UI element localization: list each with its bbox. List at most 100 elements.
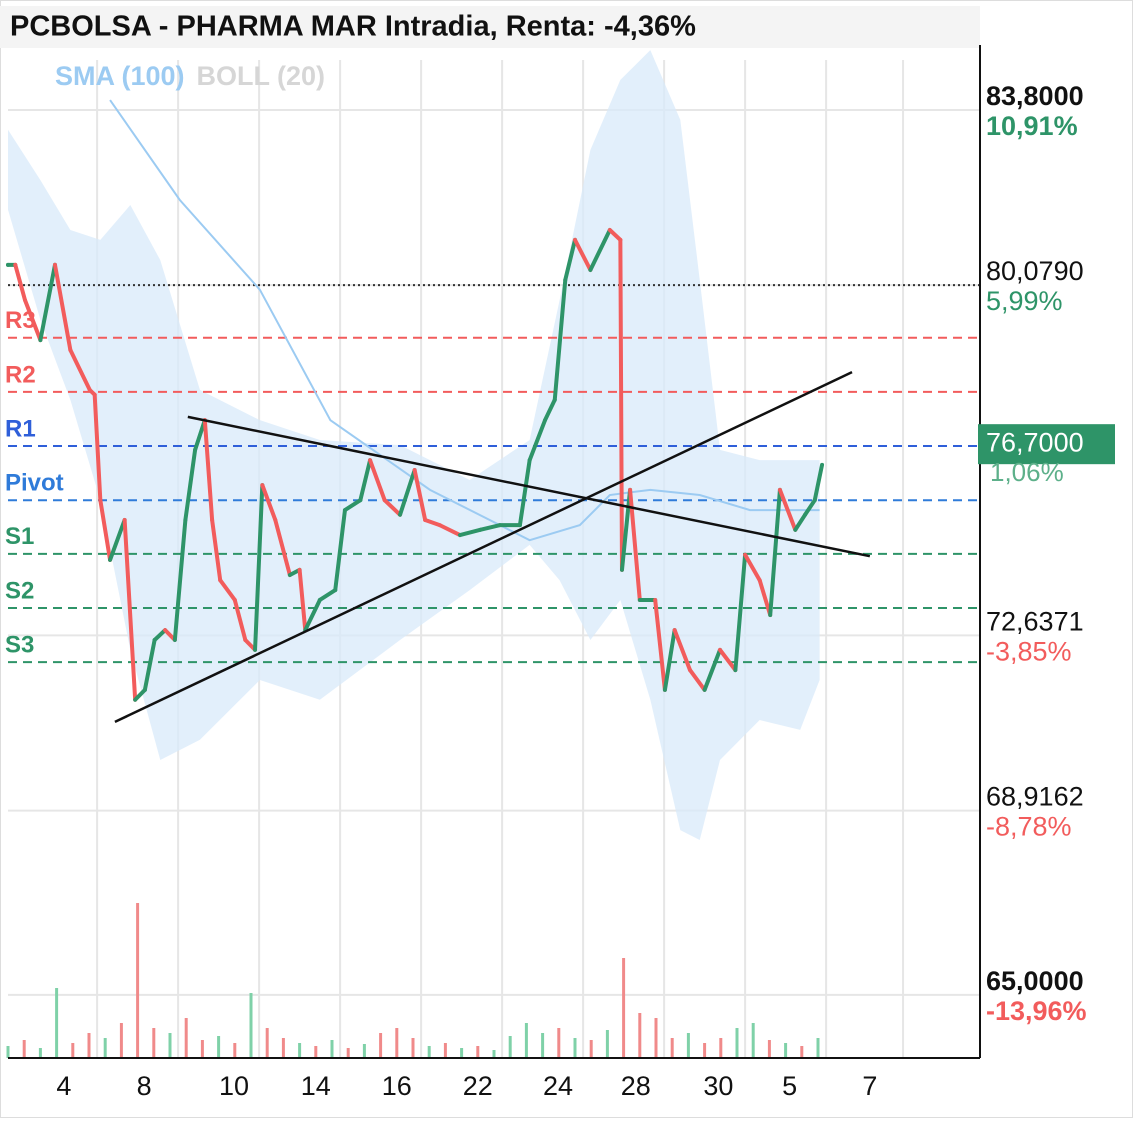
volume-bar: [71, 1043, 75, 1058]
volume-bar: [735, 1028, 739, 1058]
volume-bar: [411, 1038, 415, 1058]
volume-bar: [200, 1040, 204, 1058]
price-segment: [423, 517, 442, 528]
y-tick-change: -8,78%: [986, 812, 1072, 842]
price-segment: [133, 687, 147, 702]
price-segment: [317, 588, 338, 602]
price-segment: [333, 508, 347, 593]
price-segment: [672, 628, 693, 673]
price-segment: [122, 517, 138, 702]
volume-bar: [719, 1038, 723, 1058]
volume-bar: [379, 1033, 383, 1058]
price-segment: [232, 597, 248, 642]
volume-bar: [314, 1046, 318, 1058]
y-tick-label: 68,9162: [986, 782, 1084, 812]
volume-bar: [654, 1018, 658, 1058]
y-tick-change: 10,91%: [986, 111, 1078, 141]
sma-line: [109, 99, 820, 542]
price-segment: [382, 498, 403, 517]
volume-bar: [298, 1043, 302, 1058]
volume-bar: [6, 1046, 10, 1058]
volume-bar: [281, 1038, 285, 1058]
volume-bar: [184, 1018, 188, 1058]
price-segment: [303, 597, 322, 633]
volume-bar: [784, 1043, 788, 1058]
price-segment: [273, 517, 292, 578]
price-segment: [142, 637, 157, 692]
price-segment: [412, 468, 428, 522]
price-segment: [297, 567, 308, 633]
y-tick-change: 5,99%: [986, 286, 1063, 316]
volume-bar: [670, 1038, 674, 1058]
volume-bar: [541, 1033, 545, 1058]
price-segment: [688, 668, 707, 692]
price-segment: [210, 517, 223, 583]
price-segment: [527, 418, 548, 463]
x-tick-label: 5: [782, 1071, 797, 1101]
price-segment: [702, 647, 722, 692]
y-tick-label: 65,0000: [986, 966, 1084, 996]
volume-bar: [119, 1023, 123, 1058]
volume-bar: [217, 1036, 221, 1058]
price-segment: [573, 237, 593, 273]
price-segment: [202, 418, 215, 522]
x-tick-label: 22: [463, 1071, 493, 1101]
volume-bar: [265, 1028, 269, 1058]
price-segment: [478, 523, 502, 532]
x-tick-label: 7: [862, 1071, 877, 1101]
volume-bar: [800, 1046, 804, 1058]
price-segment: [588, 227, 612, 273]
price-segment: [218, 578, 237, 602]
x-tick-label: 28: [621, 1071, 651, 1101]
price-segment: [342, 498, 363, 513]
y-tick-label: 80,0790: [986, 256, 1084, 286]
volume-bar: [136, 903, 140, 1058]
price-segment: [618, 237, 624, 572]
volume-bar: [589, 1040, 593, 1058]
volume-bar: [476, 1046, 480, 1058]
volume-bar: [152, 1028, 156, 1058]
bollinger-band: [8, 50, 820, 841]
price-segment: [38, 262, 57, 343]
price-segment: [437, 523, 462, 538]
volume-bar: [622, 958, 626, 1058]
volume-bar: [767, 1040, 771, 1058]
y-tick-label: 72,6371: [986, 607, 1084, 637]
price-segment: [108, 517, 127, 562]
price-segment: [653, 597, 667, 692]
volume-bar: [605, 1030, 609, 1058]
volume-bar: [557, 1028, 561, 1058]
price-segment: [552, 277, 568, 402]
volume-bar: [362, 1044, 366, 1058]
volume-bar: [492, 1050, 496, 1058]
y-tick-change: -3,85%: [986, 637, 1072, 667]
price-segment: [607, 227, 623, 242]
level-label: S3: [5, 631, 34, 658]
chart-title: PCBOLSA - PHARMA MAR Intradia, Renta: -4…: [10, 11, 696, 43]
price-segment: [757, 578, 773, 618]
price-segment: [183, 447, 198, 522]
volume-bar: [427, 1046, 431, 1058]
volume-bar: [443, 1043, 447, 1058]
volume-bar: [524, 1023, 528, 1058]
trend-line: [114, 371, 853, 724]
price-segment: [777, 487, 798, 532]
volume-bar: [22, 1040, 26, 1058]
price-segment: [717, 647, 738, 673]
price-segment: [23, 298, 43, 343]
volume-bar: [816, 1038, 820, 1058]
volume-bar: [751, 1023, 755, 1058]
price-segment: [457, 527, 483, 538]
volume-bar: [686, 1033, 690, 1058]
volume-bar: [87, 1033, 91, 1058]
volume-bar: [346, 1048, 350, 1058]
y-tick-label: 83,8000: [986, 81, 1084, 111]
price-segment: [733, 552, 748, 673]
price-segment: [662, 628, 677, 692]
volume-bar: [638, 1013, 642, 1058]
volume-bar: [38, 1048, 42, 1058]
price-segment: [98, 498, 113, 562]
x-tick-label: 8: [137, 1071, 152, 1101]
volume-bar: [395, 1028, 399, 1058]
